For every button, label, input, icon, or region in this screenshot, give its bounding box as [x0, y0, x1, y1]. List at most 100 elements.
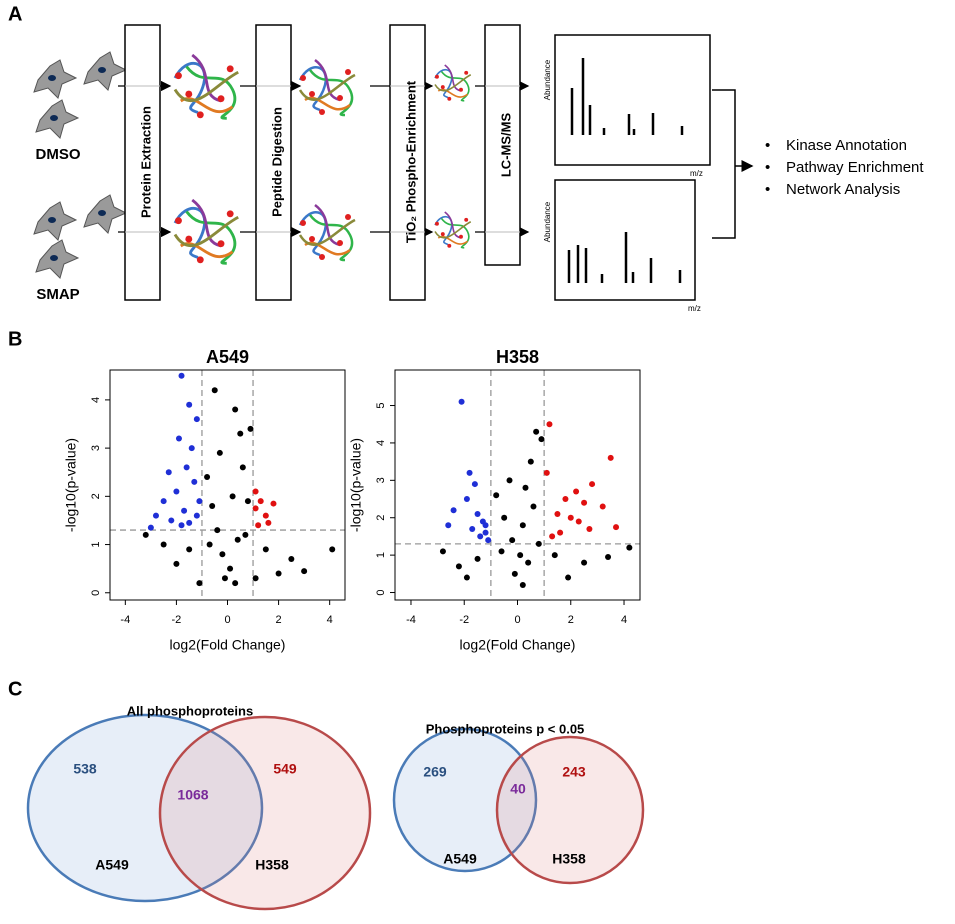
- spectrum-x-label: m/z: [688, 304, 701, 313]
- y-tick-label: 3: [90, 445, 102, 451]
- venn-title: Phosphoproteins p < 0.05: [426, 721, 585, 736]
- x-axis-label: log2(Fold Change): [170, 637, 286, 653]
- point: [522, 484, 529, 491]
- y-tick-label: 2: [90, 493, 102, 499]
- point: [196, 498, 203, 505]
- point: [239, 464, 246, 471]
- point: [160, 541, 167, 548]
- x-tick-label: 2: [568, 614, 574, 626]
- y-tick-label: 4: [375, 440, 387, 446]
- point: [538, 436, 545, 443]
- point: [511, 570, 518, 577]
- point: [519, 522, 526, 529]
- x-tick-label: -2: [459, 614, 469, 626]
- point: [232, 406, 239, 413]
- point: [270, 500, 277, 507]
- point: [482, 522, 489, 529]
- point: [175, 435, 182, 442]
- step-label: LC-MS/MS: [498, 113, 513, 178]
- point: [575, 518, 582, 525]
- point: [533, 428, 540, 435]
- peptide-illustration: [298, 58, 357, 117]
- point: [232, 580, 239, 587]
- point: [186, 546, 193, 553]
- point: [234, 536, 241, 543]
- protein-illustration: [173, 198, 240, 265]
- point: [227, 565, 234, 572]
- point: [445, 522, 452, 529]
- y-tick-label: 3: [375, 477, 387, 483]
- x-tick-label: -4: [406, 614, 416, 626]
- point: [543, 469, 550, 476]
- bullet: •: [765, 137, 770, 154]
- point: [551, 552, 558, 559]
- point: [288, 556, 295, 563]
- point: [257, 498, 264, 505]
- point: [211, 387, 218, 394]
- point: [599, 503, 606, 510]
- point: [173, 488, 180, 495]
- cell: [83, 194, 127, 234]
- point: [485, 537, 492, 544]
- point: [605, 553, 612, 560]
- cell: [35, 99, 79, 139]
- point: [262, 546, 269, 553]
- x-tick-label: 0: [224, 614, 230, 626]
- point: [216, 449, 223, 456]
- spectrum-y-label: Abundance: [543, 59, 552, 100]
- venn-count: 269: [423, 764, 447, 780]
- y-axis-label: -log10(p-value): [63, 438, 79, 532]
- point: [549, 533, 556, 540]
- phosphopeptide-illustration: [434, 64, 472, 102]
- point: [265, 519, 272, 526]
- point: [152, 512, 159, 519]
- point: [244, 498, 251, 505]
- point: [206, 541, 213, 548]
- cell: [33, 59, 77, 99]
- cell: [35, 239, 79, 279]
- point: [247, 425, 254, 432]
- merge-bracket: [712, 89, 752, 239]
- analysis-item: Pathway Enrichment: [786, 159, 924, 176]
- spectrum-x-label: m/z: [690, 169, 703, 178]
- y-tick-label: 5: [375, 402, 387, 408]
- y-tick-label: 0: [90, 590, 102, 596]
- venn-count: 243: [562, 764, 586, 780]
- venn-label: A549: [95, 857, 129, 873]
- point: [193, 512, 200, 519]
- point: [455, 563, 462, 570]
- point: [219, 551, 226, 558]
- point: [214, 527, 221, 534]
- point: [493, 492, 500, 499]
- point: [565, 574, 572, 581]
- point: [554, 510, 561, 517]
- plot-frame: [394, 369, 641, 601]
- point: [607, 454, 614, 461]
- point: [178, 522, 185, 529]
- venn-circle: [158, 715, 372, 911]
- point: [237, 430, 244, 437]
- flow-arrows: [118, 80, 530, 238]
- point: [178, 372, 185, 379]
- point: [482, 529, 489, 536]
- x-tick-label: 0: [514, 614, 520, 626]
- point: [168, 517, 175, 524]
- point: [613, 524, 620, 531]
- point: [463, 574, 470, 581]
- point: [255, 522, 262, 529]
- point: [181, 507, 188, 514]
- point: [466, 469, 473, 476]
- venn-title: All phosphoproteins: [127, 703, 253, 718]
- cell: [33, 201, 77, 241]
- condition-label: DMSO: [36, 146, 81, 163]
- x-tick-label: -4: [120, 614, 130, 626]
- pass-lines: [125, 85, 520, 233]
- y-axis-label: -log10(p-value): [348, 438, 364, 532]
- venn-label: H358: [255, 857, 289, 873]
- point: [165, 469, 172, 476]
- phosphopeptide-illustration: [434, 211, 472, 249]
- panel-label: A: [8, 3, 22, 25]
- volcano-plots: A549 log2(Fold Change) -log10(p-value) -4 -2…: [63, 347, 641, 653]
- panel-label: B: [8, 328, 22, 350]
- point: [525, 559, 532, 566]
